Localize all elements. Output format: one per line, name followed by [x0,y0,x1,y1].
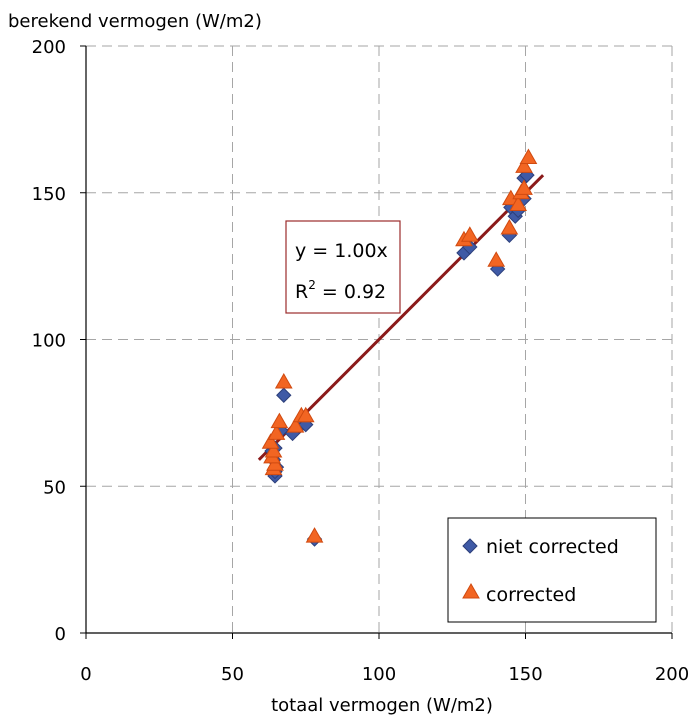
x-tick-label: 100 [362,664,396,685]
legend-triangle-icon [462,582,480,599]
point-corrected [305,527,324,543]
x-tick-label: 200 [655,664,689,685]
legend-label-corrected: corrected [486,584,576,606]
x-axis-title: totaal vermogen (W/m2) [271,695,493,716]
point-niet-corrected [276,387,292,403]
x-tick-labels: 0 50 100 150 200 [80,664,689,685]
axes [80,45,673,639]
equation-box: y = 1.00x R2 = 0.92 [285,220,401,314]
equation-box-frame [285,220,401,314]
point-corrected [515,179,533,195]
equation-text: y = 1.00x [295,240,388,262]
point-corrected [519,148,538,165]
point-corrected [270,412,289,429]
y-tick-label: 150 [32,184,66,205]
y-axis-title: berekend vermogen (W/m2) [8,11,262,32]
r-squared-value: = 0.92 [316,281,386,303]
point-corrected [261,433,280,449]
x-tick-label: 0 [80,664,91,685]
point-corrected [274,373,293,389]
y-tick-label: 200 [32,37,66,58]
legend-label-niet-corrected: niet corrected [486,536,619,558]
r-squared-text: R2 = 0.92 [295,278,386,303]
r-squared-label: R [295,281,308,303]
r-squared-exponent: 2 [308,278,316,292]
legend-diamond-icon [462,538,478,554]
data-points [261,148,538,547]
point-corrected [286,417,305,433]
point-corrected [460,226,479,242]
legend: niet corrected corrected [447,517,657,623]
point-corrected [515,157,533,173]
point-corrected [296,406,315,423]
point-corrected [264,442,283,458]
point-corrected [487,251,506,267]
y-tick-label: 50 [43,477,66,498]
y-tick-labels: 0 50 100 150 200 [32,37,66,645]
y-tick-label: 100 [32,331,66,352]
point-corrected [500,218,519,235]
legend-frame [447,517,657,623]
x-tick-label: 150 [508,664,542,685]
y-tick-label: 0 [55,624,66,645]
x-tick-label: 50 [221,664,244,685]
point-corrected [509,195,528,211]
point-corrected [267,424,286,440]
